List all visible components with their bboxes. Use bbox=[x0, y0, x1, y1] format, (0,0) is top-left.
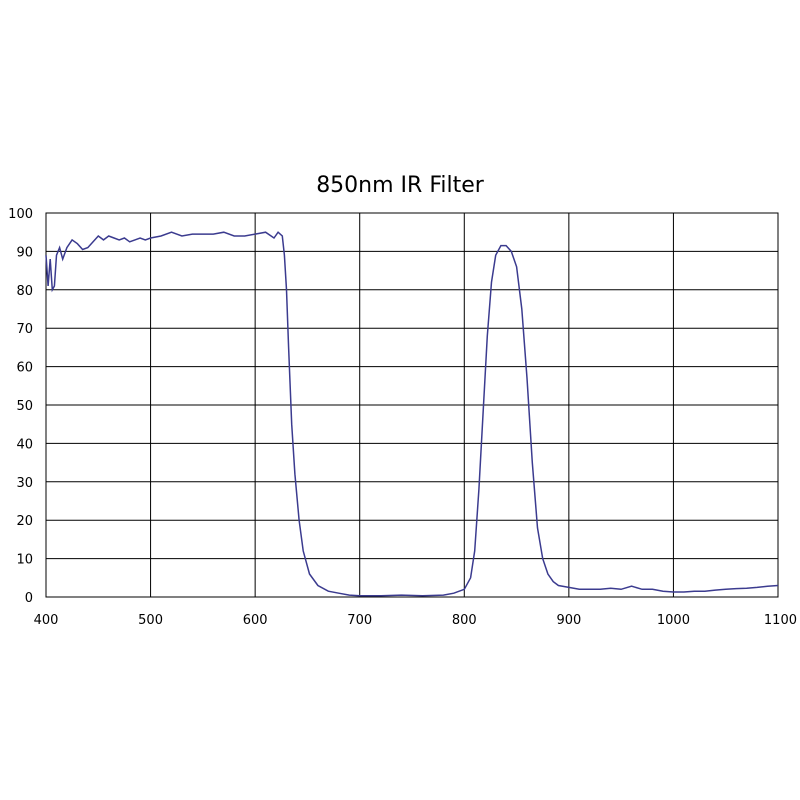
chart-title: 850nm IR Filter bbox=[316, 173, 484, 198]
y-tick-label: 50 bbox=[16, 399, 33, 414]
y-tick-label: 70 bbox=[16, 322, 33, 337]
y-tick-label: 10 bbox=[16, 553, 33, 568]
x-tick-label: 1000 bbox=[657, 613, 690, 628]
x-tick-label: 1100 bbox=[764, 613, 797, 628]
x-tick-label: 400 bbox=[34, 613, 59, 628]
y-tick-label: 90 bbox=[16, 245, 33, 260]
y-tick-label: 100 bbox=[8, 207, 33, 222]
grid-layer bbox=[45, 212, 779, 598]
y-tick-label: 40 bbox=[16, 437, 33, 452]
y-tick-label: 20 bbox=[16, 514, 33, 529]
x-tick-label: 800 bbox=[452, 613, 477, 628]
x-tick-label: 500 bbox=[138, 613, 163, 628]
transmission-curve bbox=[45, 231, 779, 597]
plot-frame bbox=[45, 212, 779, 598]
x-tick-label: 900 bbox=[556, 613, 581, 628]
y-tick-label: 30 bbox=[16, 476, 33, 491]
y-tick-label: 60 bbox=[16, 361, 33, 376]
y-tick-label: 0 bbox=[25, 591, 33, 606]
y-tick-label: 80 bbox=[16, 284, 33, 299]
x-tick-label: 600 bbox=[243, 613, 268, 628]
x-tick-label: 700 bbox=[347, 613, 372, 628]
tick-layer: 400 500 600 700 800 900 1000 1100 0 10 20 30 40 50 60 7… bbox=[8, 207, 797, 628]
